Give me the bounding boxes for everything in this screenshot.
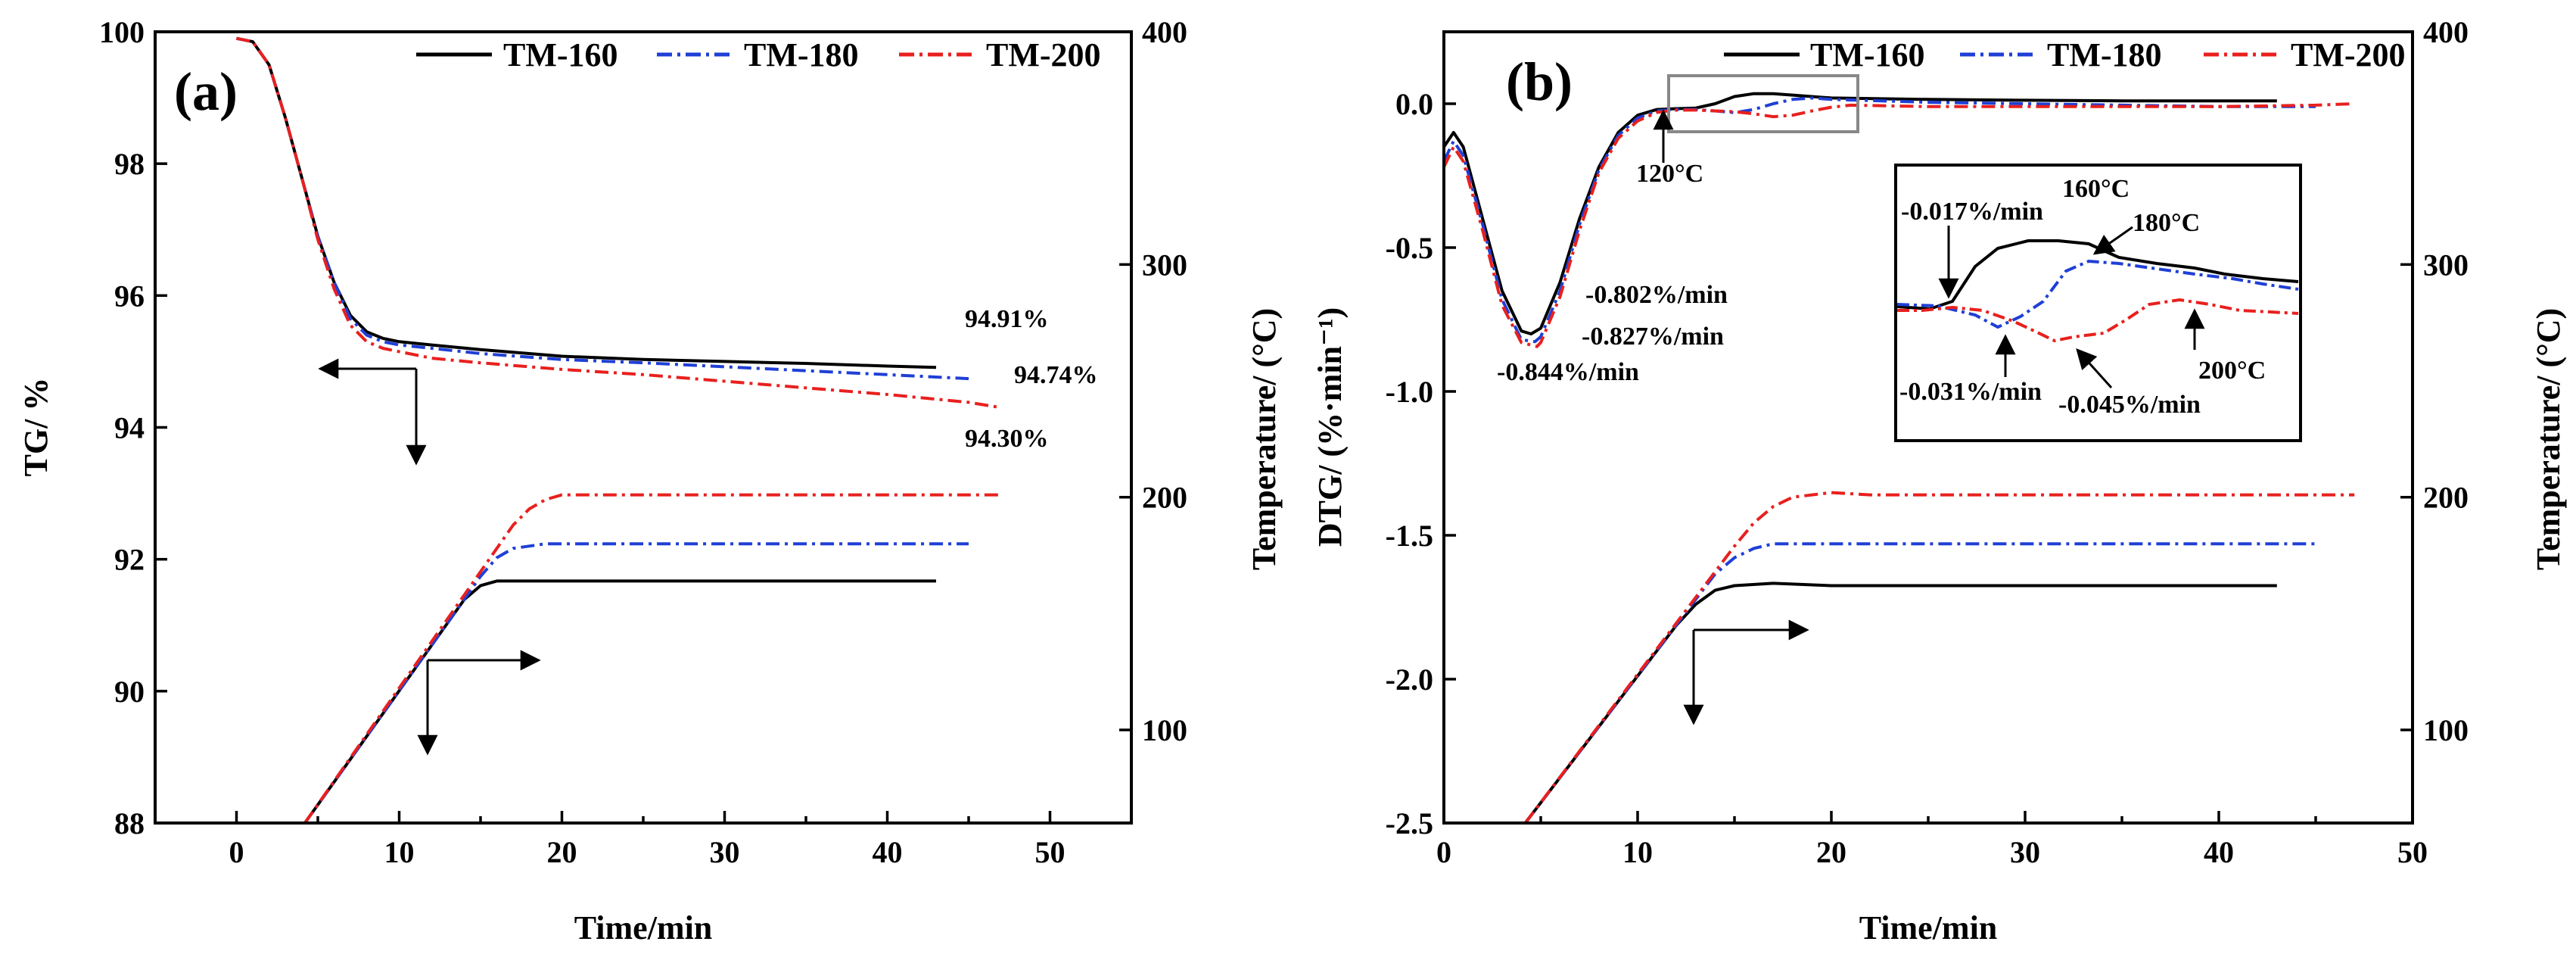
y-left-tick-label: 96 — [114, 279, 145, 313]
y-left-tick-label: -2.0 — [1386, 662, 1433, 697]
panel-a-series — [236, 36, 1002, 825]
x-tick-label: 50 — [2397, 835, 2428, 869]
y-left-tick-label: -1.5 — [1386, 519, 1433, 553]
y-left-tick-label: -0.5 — [1386, 231, 1433, 265]
panel-a-left-axis-arrow — [318, 358, 427, 466]
y-left-tick-label: 92 — [114, 543, 145, 577]
legend-label-tm180-b: TM-180 — [2047, 36, 2162, 73]
series-line-a-2 — [236, 36, 1002, 410]
inset-frame — [1894, 164, 2302, 442]
series-line-b-2 — [1442, 102, 2355, 348]
annotation-120c: 120°C — [1636, 160, 1703, 188]
legend-label-tm200-b: TM-200 — [2291, 36, 2406, 73]
panel-a-xlabel: Time/min — [574, 909, 713, 946]
series-line-b-5 — [1523, 491, 2355, 825]
y-right-tick-label: 200 — [1142, 481, 1187, 515]
y-left-tick-label: 88 — [114, 806, 145, 840]
inset-annotation-180c: 180°C — [2133, 209, 2200, 237]
panel-a-legend: TM-160 TM-180 TM-200 — [416, 36, 1101, 73]
y-left-tick-label: 94 — [114, 411, 145, 445]
y-right-tick-label: 100 — [1142, 713, 1187, 747]
annotation-peak-tm200: -0.844%/min — [1497, 358, 1639, 386]
annotation-peak-tm180: -0.827%/min — [1582, 323, 1724, 351]
panel-b-xlabel: Time/min — [1859, 909, 1998, 946]
panel-b-zoom-box — [1667, 74, 1859, 133]
panel-a-ylabel-left: TG/ % — [17, 378, 54, 477]
panel-a-ticks: 0 10 20 30 40 50 88 90 92 94 96 98 100 100 200 300 400 — [99, 15, 1187, 869]
inset-arrow-tm200 — [2076, 348, 2113, 389]
y-left-tick-label: -2.5 — [1386, 806, 1433, 840]
x-tick-label: 50 — [1035, 835, 1066, 869]
panel-b-legend: TM-160 TM-180 TM-200 — [1724, 36, 2406, 73]
series-line-a-3 — [303, 579, 936, 825]
panel-b-label: (b) — [1506, 51, 1573, 112]
y-left-tick-label: -1.0 — [1386, 375, 1433, 409]
series-line-b-3 — [1523, 581, 2277, 825]
legend-label-tm160: TM-160 — [503, 36, 618, 73]
y-left-tick-label: 100 — [99, 15, 145, 49]
y-left-tick-label: 90 — [114, 675, 145, 709]
x-tick-label: 0 — [229, 835, 244, 869]
y-right-tick-label: 100 — [2423, 713, 2469, 747]
inset-annotation-rate-tm180: -0.031%/min — [1899, 378, 2042, 406]
x-tick-label: 30 — [710, 835, 740, 869]
legend-label-tm200: TM-200 — [986, 36, 1101, 73]
inset-curve-tm200 — [1897, 298, 2299, 343]
inset-annotation-200c: 200°C — [2198, 357, 2266, 385]
annotation-tm200-final: 94.30% — [965, 425, 1049, 453]
series-line-a-5 — [303, 493, 1001, 825]
x-tick-label: 30 — [2010, 835, 2040, 869]
panel-b-ticks: 0 10 20 30 40 50 -2.5 -2.0 -1.5 -1.0 -0.5 0.0 100 200… — [1386, 15, 2469, 869]
series-line-a-0 — [236, 36, 937, 369]
y-right-tick-label: 400 — [2423, 15, 2469, 49]
panel-a-plot — [236, 36, 1002, 825]
x-tick-label: 20 — [547, 835, 577, 869]
x-tick-label: 20 — [1816, 835, 1846, 869]
inset-annotation-rate-tm200: -0.045%/min — [2058, 391, 2201, 419]
legend-label-tm180: TM-180 — [744, 36, 859, 73]
panel-b-right-axis-arrow — [1683, 619, 1809, 725]
annotation-tm180-final: 94.74% — [1014, 361, 1098, 389]
inset-annotation-160c: 160°C — [2062, 175, 2130, 203]
panel-b: 0 10 20 30 40 50 -2.5 -2.0 -1.5 -1.0 -0.5 0.0 100 200… — [1311, 15, 2567, 946]
y-right-tick-label: 400 — [1142, 15, 1187, 49]
x-tick-label: 10 — [384, 835, 415, 869]
series-line-a-1 — [236, 36, 969, 381]
panel-b-ylabel-left: DTG/ (%·min⁻¹) — [1311, 307, 1349, 547]
y-right-tick-label: 200 — [2423, 481, 2469, 515]
panel-b-inset: -0.017%/min 160°C 180°C 200°C -0.031%/mi… — [1894, 164, 2302, 442]
x-tick-label: 40 — [2204, 835, 2234, 869]
y-right-tick-label: 300 — [2423, 248, 2469, 282]
panel-a-ylabel-right: Temperature/ (°C) — [1246, 308, 1283, 570]
panel-a-right-axis-arrow — [417, 650, 541, 756]
inset-curve-tm180 — [1896, 259, 2299, 329]
x-tick-label: 40 — [873, 835, 903, 869]
inset-annotation-rate-tm160: -0.017%/min — [1901, 198, 2043, 226]
annotation-peak-tm160: -0.802%/min — [1585, 281, 1728, 309]
panel-a-label: (a) — [174, 61, 238, 122]
x-tick-label: 10 — [1622, 835, 1653, 869]
annotation-tm160-final: 94.91% — [965, 305, 1049, 333]
inset-arrow-180c — [2092, 226, 2133, 255]
series-line-a-4 — [303, 542, 969, 825]
y-right-tick-label: 300 — [1142, 248, 1187, 282]
y-left-tick-label: 0.0 — [1395, 87, 1433, 121]
legend-label-tm160-b: TM-160 — [1810, 36, 1925, 73]
y-left-tick-label: 98 — [114, 147, 145, 181]
panel-b-ylabel-right: Temperature/ (°C) — [2530, 308, 2567, 570]
panel-a: 0 10 20 30 40 50 88 90 92 94 96 98 100 100 200 300 400 (… — [17, 15, 1283, 946]
x-tick-label: 0 — [1436, 835, 1451, 869]
